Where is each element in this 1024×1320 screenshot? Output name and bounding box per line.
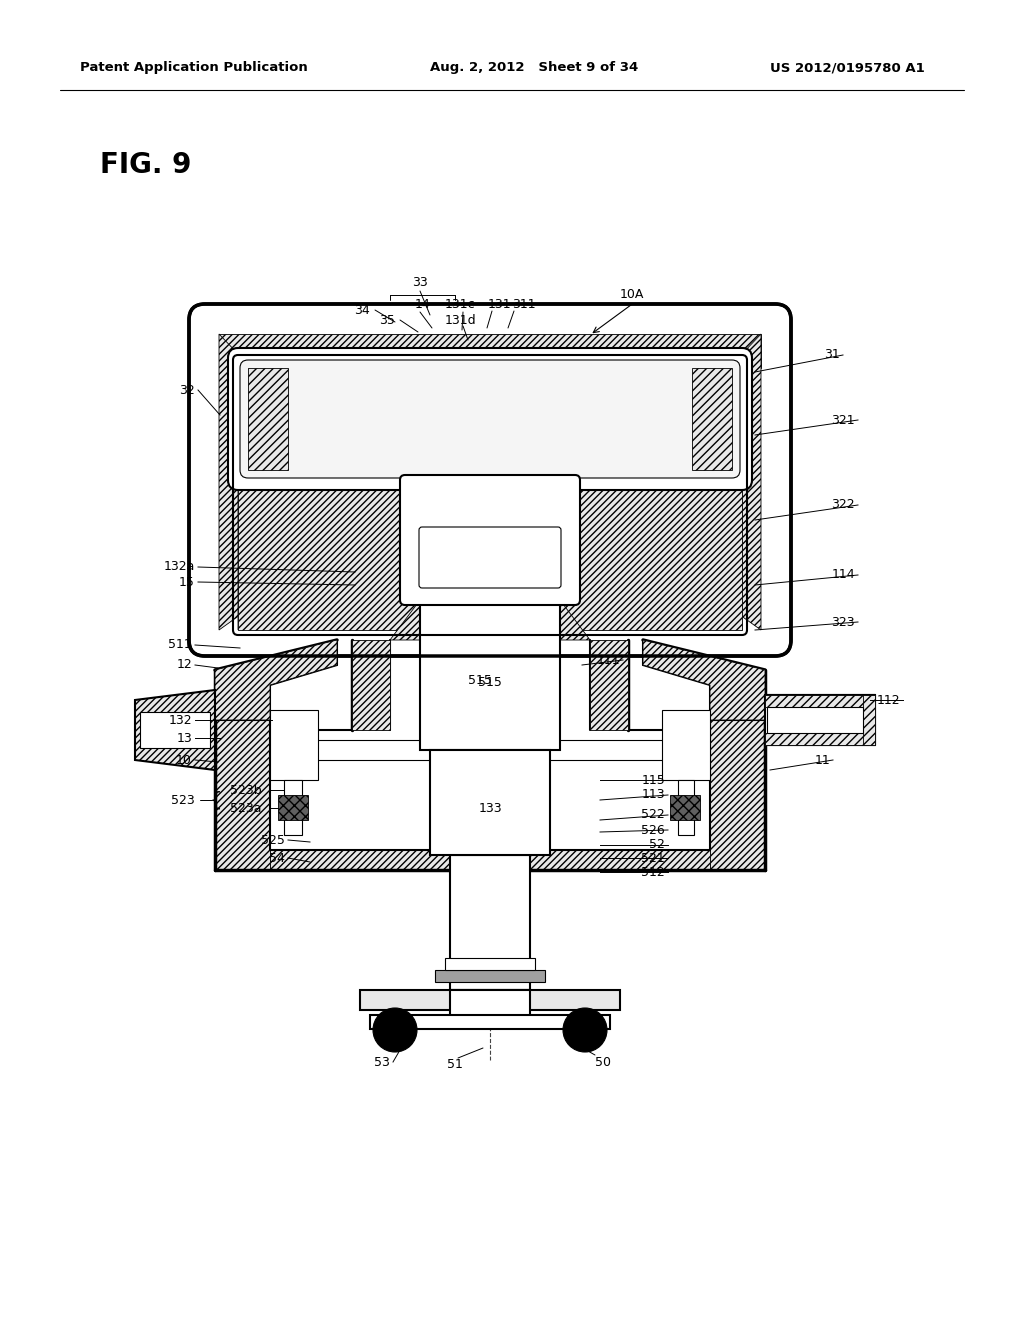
FancyBboxPatch shape — [189, 304, 791, 656]
Bar — [445, 958, 535, 970]
Text: 523a: 523a — [230, 801, 261, 814]
Bar — [278, 795, 308, 820]
Text: 526: 526 — [641, 824, 665, 837]
Polygon shape — [719, 370, 742, 630]
Text: 53: 53 — [374, 1056, 390, 1068]
Bar — [692, 368, 732, 470]
Bar — [370, 1015, 610, 1030]
Text: 512: 512 — [641, 866, 665, 879]
Polygon shape — [420, 601, 560, 750]
Bar — [435, 970, 545, 982]
Text: 515: 515 — [468, 673, 492, 686]
Text: 10A: 10A — [620, 289, 644, 301]
FancyBboxPatch shape — [419, 527, 561, 587]
Bar — [284, 780, 302, 836]
Text: 525: 525 — [261, 833, 285, 846]
Text: 132a: 132a — [164, 561, 195, 573]
Polygon shape — [270, 850, 710, 870]
Text: 111: 111 — [596, 653, 620, 667]
Text: 523b: 523b — [230, 784, 261, 796]
Text: 131: 131 — [488, 297, 512, 310]
Bar — [450, 990, 530, 1020]
Bar — [140, 711, 210, 748]
Text: 131c: 131c — [445, 298, 475, 312]
Text: 115: 115 — [641, 774, 665, 787]
Text: 511: 511 — [168, 639, 193, 652]
Text: 114: 114 — [831, 569, 855, 582]
Text: 33: 33 — [412, 276, 428, 289]
Polygon shape — [765, 696, 865, 708]
Bar — [662, 710, 710, 780]
Polygon shape — [590, 640, 628, 730]
Text: 52: 52 — [649, 838, 665, 851]
Polygon shape — [765, 733, 865, 744]
Text: 515: 515 — [478, 676, 502, 689]
Text: 131d: 131d — [445, 314, 476, 326]
Polygon shape — [215, 719, 270, 870]
Text: 311: 311 — [512, 297, 536, 310]
Text: 51: 51 — [447, 1059, 463, 1072]
Polygon shape — [215, 640, 337, 719]
Polygon shape — [238, 370, 261, 630]
Text: 15: 15 — [179, 576, 195, 589]
Polygon shape — [135, 690, 215, 770]
Text: 323: 323 — [831, 615, 855, 628]
Text: 14: 14 — [415, 298, 431, 312]
Text: 54: 54 — [269, 851, 285, 865]
FancyBboxPatch shape — [400, 475, 580, 605]
Text: {: { — [210, 791, 222, 809]
Text: 10: 10 — [176, 754, 193, 767]
Polygon shape — [710, 719, 765, 870]
Text: 11: 11 — [814, 754, 830, 767]
Text: 31: 31 — [824, 348, 840, 362]
Text: 322: 322 — [831, 499, 855, 511]
Text: 133: 133 — [478, 801, 502, 814]
Polygon shape — [219, 334, 761, 368]
Polygon shape — [765, 696, 874, 744]
Circle shape — [373, 1008, 417, 1052]
Polygon shape — [719, 334, 761, 630]
FancyBboxPatch shape — [240, 360, 740, 478]
Text: 13: 13 — [176, 731, 193, 744]
Bar — [670, 795, 700, 820]
Text: 35: 35 — [379, 314, 395, 326]
Bar — [678, 780, 694, 836]
Polygon shape — [352, 640, 390, 730]
Text: 32: 32 — [179, 384, 195, 396]
Circle shape — [563, 1008, 607, 1052]
Bar — [767, 708, 863, 733]
Text: 523: 523 — [171, 793, 195, 807]
Polygon shape — [430, 750, 550, 855]
Bar — [270, 710, 318, 780]
Polygon shape — [643, 640, 765, 719]
Text: 321: 321 — [831, 413, 855, 426]
Text: 50: 50 — [595, 1056, 611, 1068]
Polygon shape — [219, 334, 261, 630]
Bar — [360, 990, 620, 1010]
Bar — [450, 855, 530, 990]
Polygon shape — [863, 696, 874, 744]
Text: Aug. 2, 2012   Sheet 9 of 34: Aug. 2, 2012 Sheet 9 of 34 — [430, 62, 638, 74]
Text: Patent Application Publication: Patent Application Publication — [80, 62, 308, 74]
Text: 522: 522 — [641, 808, 665, 821]
Text: 34: 34 — [354, 304, 370, 317]
Bar — [248, 368, 288, 470]
Text: 521: 521 — [641, 851, 665, 865]
Polygon shape — [390, 601, 590, 640]
Text: 132: 132 — [168, 714, 193, 726]
Bar — [270, 719, 710, 850]
Polygon shape — [238, 490, 742, 630]
FancyBboxPatch shape — [228, 348, 752, 490]
Text: 12: 12 — [176, 659, 193, 672]
Text: US 2012/0195780 A1: US 2012/0195780 A1 — [770, 62, 925, 74]
Text: 112: 112 — [877, 693, 900, 706]
Text: FIG. 9: FIG. 9 — [100, 150, 191, 180]
Text: 113: 113 — [641, 788, 665, 801]
